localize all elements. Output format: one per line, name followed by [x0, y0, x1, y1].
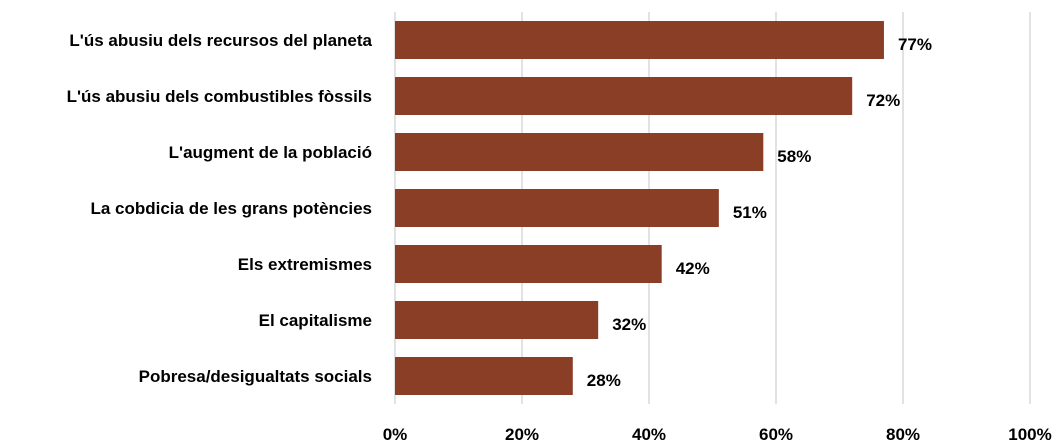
- data-label: 42%: [676, 259, 710, 278]
- data-label: 51%: [733, 203, 767, 222]
- bar: [395, 357, 573, 395]
- bar: [395, 245, 662, 283]
- data-label: 77%: [898, 35, 932, 54]
- data-label: 72%: [866, 91, 900, 110]
- bar: [395, 21, 884, 59]
- category-label: L'ús abusiu dels combustibles fòssils: [67, 87, 372, 106]
- x-tick-label: 60%: [759, 425, 793, 444]
- x-tick-label: 80%: [886, 425, 920, 444]
- category-label: La cobdicia de les grans potències: [90, 199, 372, 218]
- category-label: L'ús abusiu dels recursos del planeta: [69, 31, 372, 50]
- x-tick-label: 40%: [632, 425, 666, 444]
- bars: [395, 21, 884, 395]
- data-label: 32%: [612, 315, 646, 334]
- bar: [395, 189, 719, 227]
- category-label: Els extremismes: [238, 255, 372, 274]
- category-label: Pobresa/desigualtats socials: [139, 367, 372, 386]
- data-label: 28%: [587, 371, 621, 390]
- x-tick-label: 0%: [383, 425, 408, 444]
- bar: [395, 301, 599, 339]
- x-tick-label: 20%: [505, 425, 539, 444]
- bar: [395, 133, 764, 171]
- category-label: El capitalisme: [259, 311, 372, 330]
- x-tick-label: 100%: [1008, 425, 1051, 444]
- labels: 0% 20% 40% 60% 80% 100% L'ús abusiu dels recur…: [67, 31, 1052, 444]
- data-label: 58%: [777, 147, 811, 166]
- category-label: L'augment de la població: [169, 143, 372, 162]
- bar: [395, 77, 853, 115]
